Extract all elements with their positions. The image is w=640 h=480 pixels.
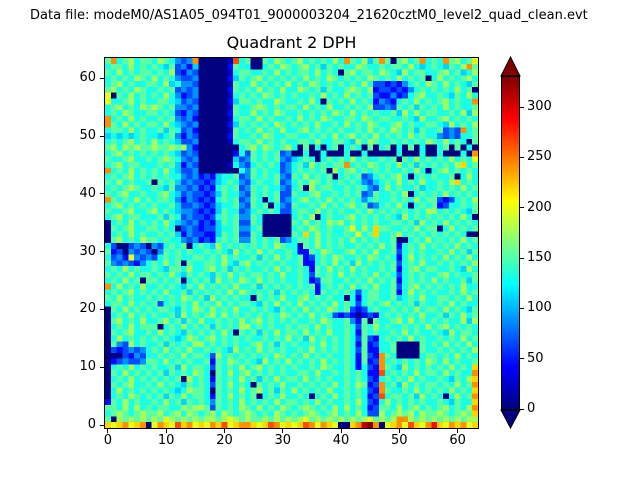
y-tick-mark [100,251,104,253]
x-tick-label: 40 [332,433,350,448]
y-tick-mark [100,135,104,137]
y-tick-label: 20 [79,301,96,317]
colorbar-tick-label: 100 [527,300,552,316]
chart-title: Quadrant 2 DPH [226,33,357,52]
colorbar-tick-label: 300 [527,99,552,115]
colorbar-tick-mark [520,257,524,259]
colorbar-tick-mark [520,106,524,108]
y-tick-mark [100,77,104,79]
x-tick-label: 10 [157,433,175,448]
y-tick-mark [100,308,104,310]
colorbar-tick-label: 150 [527,250,552,266]
colorbar-tick-mark [520,156,524,158]
y-tick-mark [100,366,104,368]
colorbar-tick-label: 50 [527,350,544,366]
x-tick-label: 50 [391,433,408,448]
x-tick-mark [282,429,284,433]
colorbar-gradient [502,77,519,409]
colorbar-arrows [500,55,521,430]
colorbar-over-arrow-icon [500,55,521,77]
y-tick-label: 30 [79,243,96,259]
heatmap-canvas [105,58,478,428]
x-tick-label: 20 [216,433,233,448]
y-tick-label: 40 [79,185,96,201]
colorbar-tick-label: 200 [527,199,552,215]
x-tick-mark [107,429,109,433]
x-tick-label: 60 [449,433,466,448]
y-tick-mark [100,424,104,426]
colorbar-tick-mark [520,358,524,360]
y-tick-mark [100,193,104,195]
x-tick-mark [340,429,342,433]
y-tick-label: 60 [79,70,96,86]
data-file-label: Data file: modeM0/AS1A05_094T01_90000032… [30,8,588,23]
colorbar-tick-mark [520,207,524,209]
x-tick-mark [398,429,400,433]
y-tick-label: 0 [87,417,96,433]
x-tick-mark [165,429,167,433]
x-tick-mark [223,429,225,433]
colorbar-tick-mark [520,307,524,309]
x-tick-mark [457,429,459,433]
x-tick-label: 0 [103,433,113,448]
heatmap-plot [104,57,479,429]
y-tick-label: 10 [79,359,96,375]
colorbar-tick-mark [520,408,524,410]
x-tick-label: 30 [274,433,292,448]
colorbar-under-arrow-icon [500,409,521,430]
y-tick-label: 50 [79,128,96,144]
colorbar-tick-label: 0 [527,401,536,416]
colorbar-tick-label: 250 [527,149,552,165]
